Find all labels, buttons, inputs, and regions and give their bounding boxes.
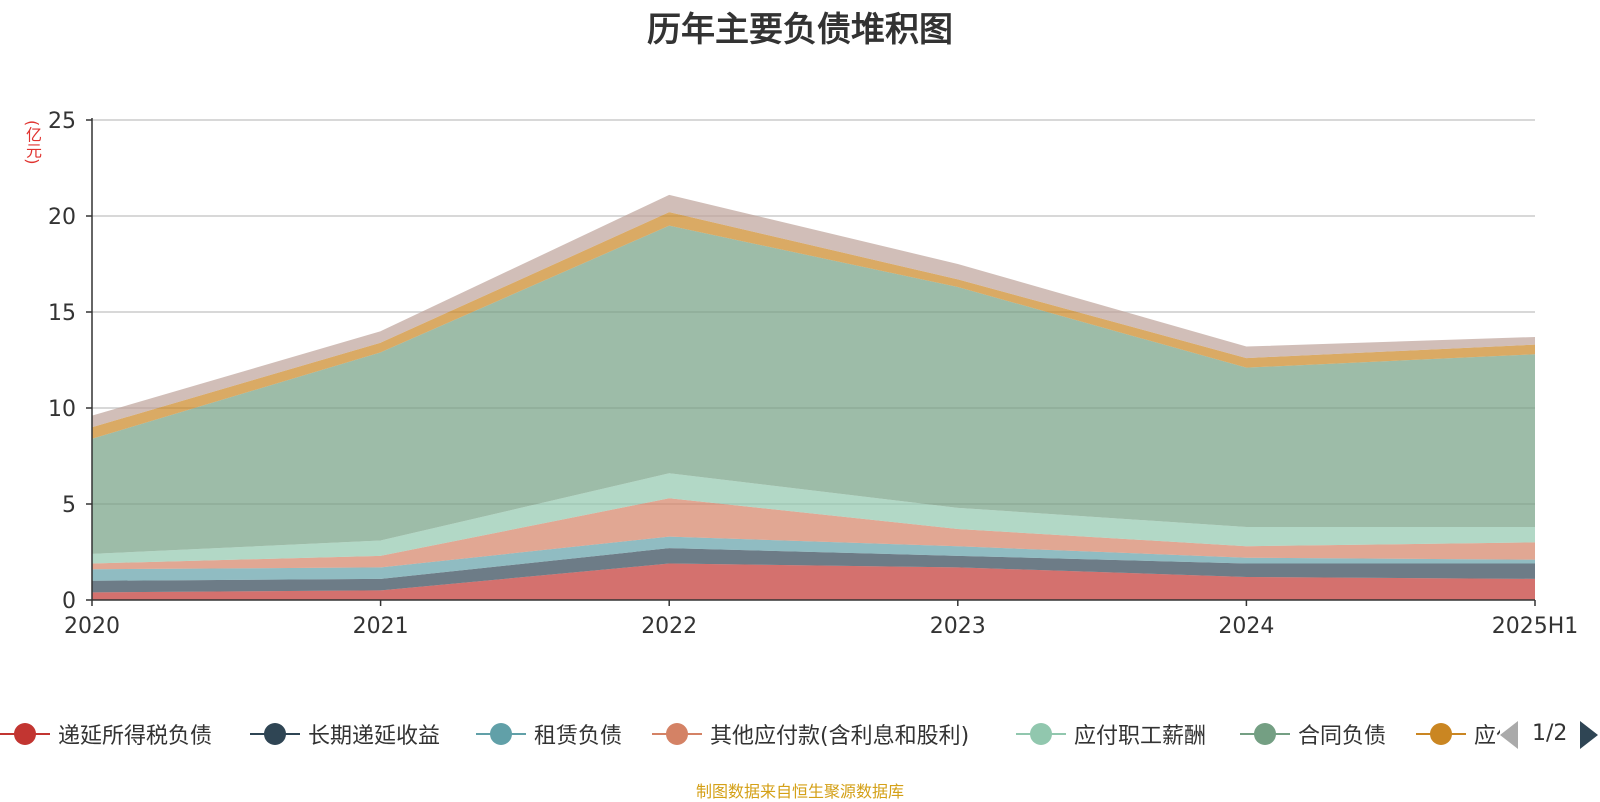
legend-item-label: 应付职工薪酬 <box>1074 724 1207 749</box>
x-tick-label: 2023 <box>930 614 986 639</box>
legend-item[interactable]: 合同负债 <box>1240 718 1386 750</box>
legend-item[interactable]: 其他应付款(含利息和股利) <box>652 718 969 750</box>
legend-marker-icon <box>476 719 526 749</box>
y-tick-label: 15 <box>48 301 76 326</box>
legend-item-label: 租赁负债 <box>534 724 623 749</box>
legend-marker-icon <box>250 719 300 749</box>
area-series-8 <box>92 194 1535 428</box>
y-tick-label: 0 <box>62 589 76 614</box>
area-series <box>92 194 1535 600</box>
y-tick-label: 10 <box>48 397 76 422</box>
tick-labels: 0 5 10 15 20 25 2020 2021 2022 2023 2024 2025H1 <box>48 109 1578 639</box>
axes <box>86 118 1536 606</box>
legend-page-indicator: 1/2 <box>1532 721 1568 746</box>
legend-next-page-icon[interactable] <box>1580 721 1598 749</box>
x-tick-label: 2020 <box>64 614 120 639</box>
area-series-3 <box>92 536 1535 581</box>
x-tick-label: 2021 <box>353 614 409 639</box>
chart-title: 历年主要负债堆积图 <box>647 10 953 50</box>
legend-item-label: 应付账款 <box>1474 724 1500 749</box>
legend-item-label: 其他应付款(含利息和股利) <box>710 724 970 749</box>
area-series-2 <box>92 548 1535 593</box>
legend-pager: 1/2 <box>1500 718 1600 750</box>
legend-item[interactable]: 长期递延收益 <box>250 718 440 750</box>
y-tick-label: 20 <box>48 205 76 230</box>
y-tick-label: 25 <box>48 109 76 134</box>
legend-marker-icon <box>1016 719 1066 749</box>
legend-marker-icon <box>652 719 702 749</box>
source-note: 制图数据来自恒生聚源数据库 <box>695 782 904 801</box>
area-series-5 <box>92 473 1535 564</box>
legend-marker-icon <box>1240 719 1290 749</box>
legend-prev-page-icon[interactable] <box>1500 721 1518 749</box>
legend-item[interactable]: 应付职工薪酬 <box>1016 718 1206 750</box>
legend-item[interactable]: 租赁负债 <box>476 718 622 750</box>
x-tick-label: 2025H1 <box>1492 614 1579 639</box>
legend-item-label: 递延所得税负债 <box>58 724 213 749</box>
legend-marker-icon <box>0 719 50 749</box>
legend: 递延所得税负债 长期递延收益 租赁负债 其他应付款(含利息和股利) 应付职工薪酬 合同负债… <box>0 718 1500 750</box>
x-tick-label: 2024 <box>1218 614 1274 639</box>
area-series-1 <box>92 563 1535 600</box>
y-axis-unit-label: (亿元) <box>23 120 42 165</box>
legend-item[interactable]: 递延所得税负债 <box>0 718 212 750</box>
area-series-6 <box>92 225 1535 554</box>
y-tick-label: 5 <box>62 493 76 518</box>
legend-item[interactable]: 应付账款 <box>1416 718 1500 750</box>
legend-marker-icon <box>1416 719 1466 749</box>
area-series-4 <box>92 498 1535 570</box>
x-tick-label: 2022 <box>641 614 697 639</box>
legend-item-label: 合同负债 <box>1298 724 1387 749</box>
legend-item-label: 长期递延收益 <box>308 724 441 749</box>
